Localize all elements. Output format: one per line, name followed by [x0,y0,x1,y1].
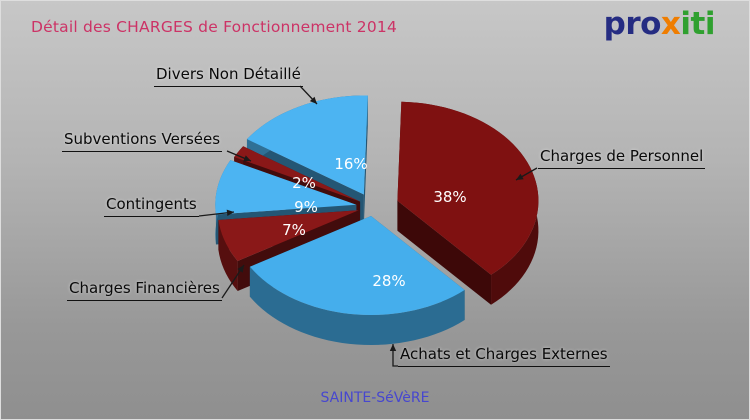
slice-percent-label: 2% [292,174,316,192]
callout-arrow-icon [226,209,234,216]
pie-slice-5[interactable] [234,146,361,202]
logo-part-pro: pro [603,6,662,42]
page-title: Détail des CHARGES de Fonctionnement 201… [31,18,398,36]
proxiti-logo[interactable]: proxiti [603,6,716,42]
logo-part-iti: iti [680,6,715,42]
pie-slice-rim [249,266,465,346]
callout-arrow-icon [309,96,317,104]
callout-line [392,344,398,367]
pie-slice-2[interactable] [249,216,465,316]
callout-charges-de-personnel: Charges de Personnel [538,147,706,169]
slice-percent-label: 28% [372,272,405,290]
callout-arrow-icon [243,155,251,162]
callout-arrow-icon [389,344,397,351]
pie-slice-3[interactable] [218,210,359,261]
callout-subventions-versees: Subventions Versées [62,130,223,152]
pie-slice-cut-face [363,95,368,225]
callout-arrow-icon [237,265,244,273]
callout-divers-non-detaille: Divers Non Détaillé [154,65,303,87]
pie-slice-0[interactable] [246,95,368,195]
callout-contingents: Contingents [104,195,199,217]
pie-slice-rim [218,219,238,291]
pie-slice-1[interactable] [397,101,539,275]
pie-slice-cut-face [397,200,492,305]
commune-link[interactable]: SAINTE-SéVèRE [320,390,430,406]
callout-achats-charges-externes: Achats et Charges Externes [398,345,610,367]
logo-part-x: x [660,6,681,42]
slice-percent-label: 9% [294,198,318,216]
callout-charges-financieres: Charges Financières [67,279,222,301]
slice-percent-label: 38% [433,188,466,206]
slice-percent-label: 7% [282,221,306,239]
callout-arrow-icon [516,173,524,180]
slice-percent-label: 16% [334,155,367,173]
pie-slice-4[interactable] [215,160,357,215]
